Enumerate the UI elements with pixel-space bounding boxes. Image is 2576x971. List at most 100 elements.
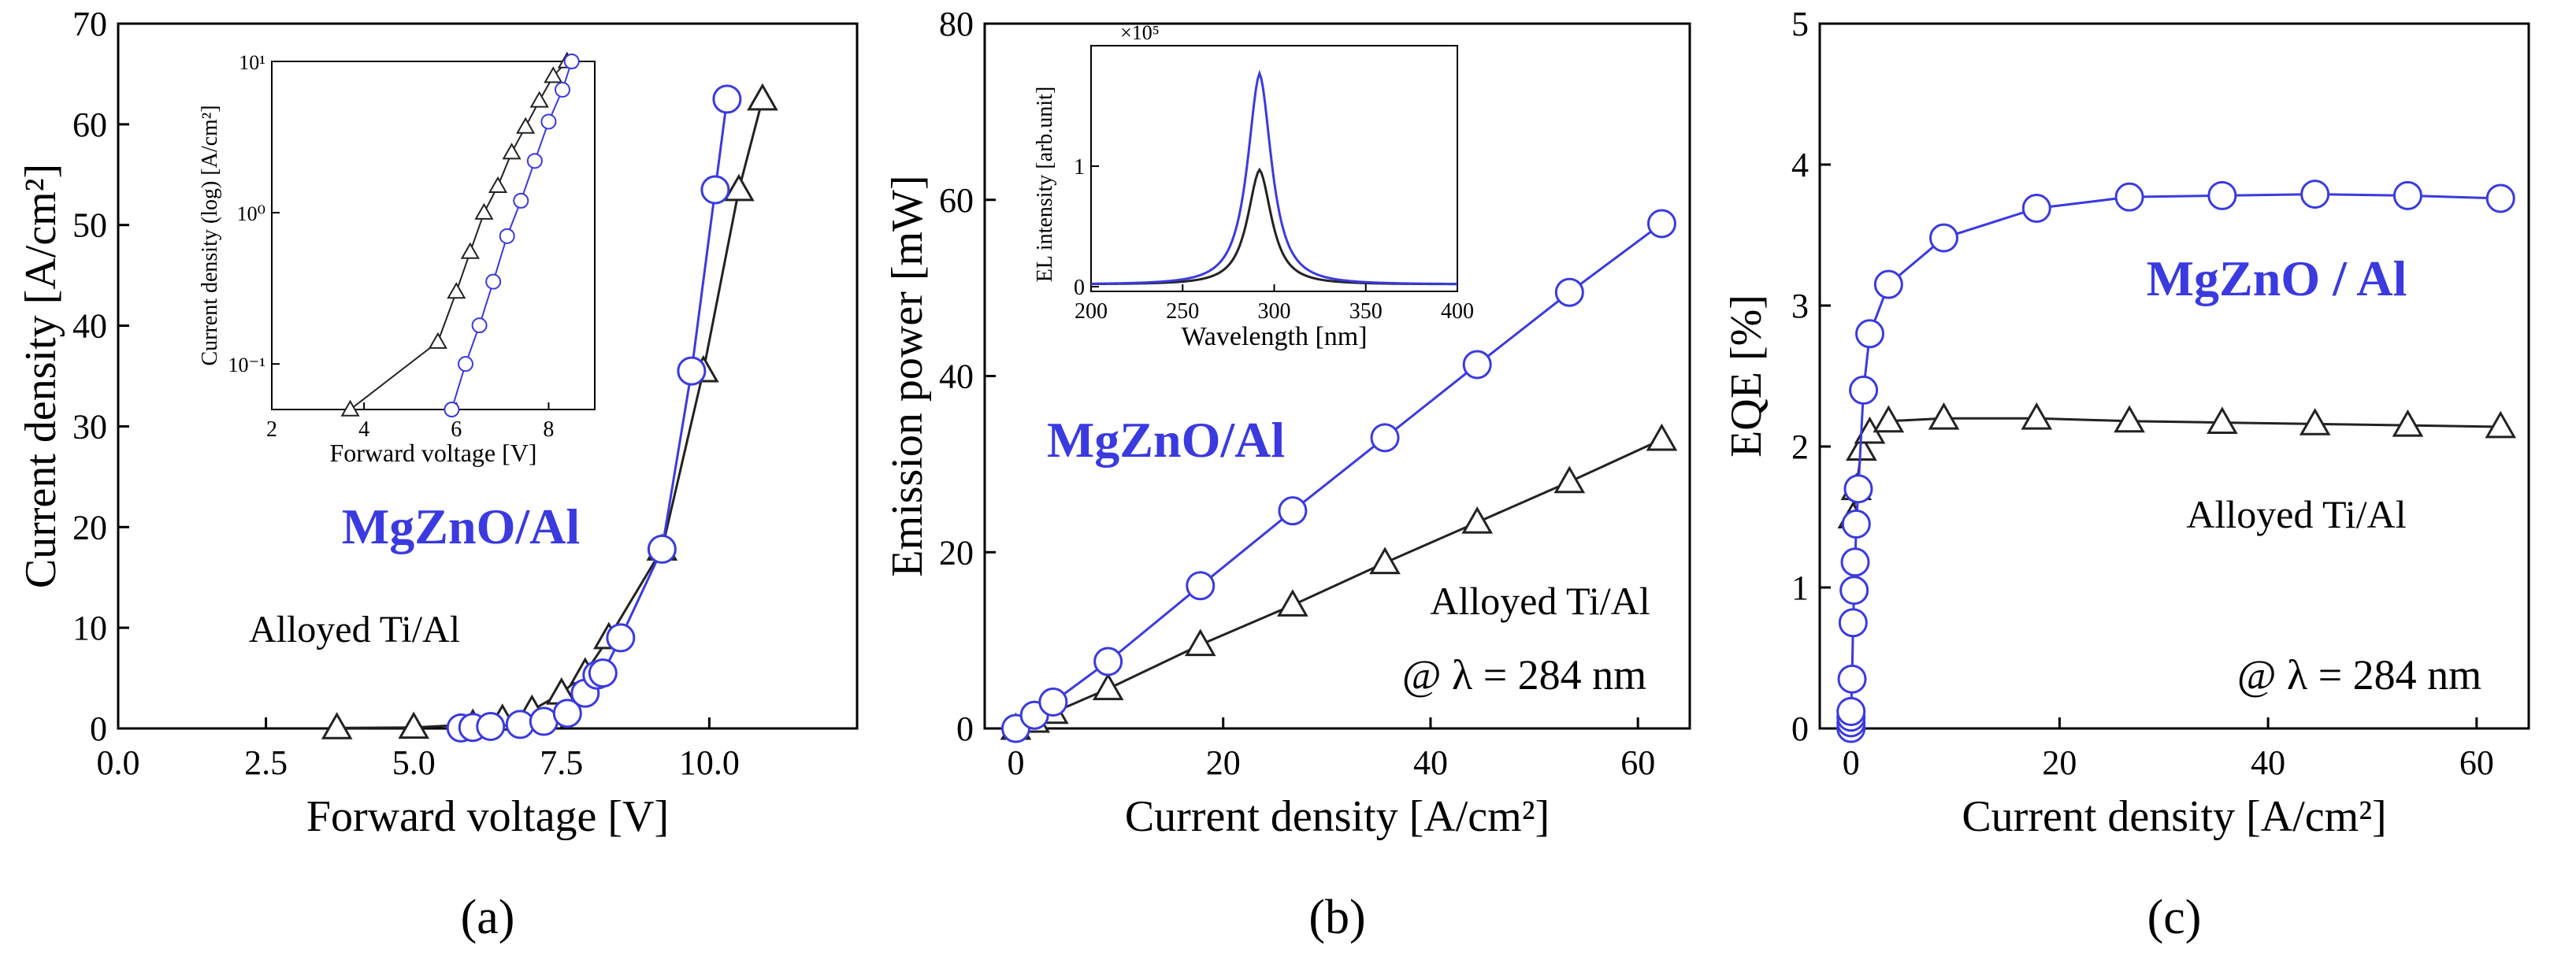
series-b-point-1-6 xyxy=(1369,547,1401,575)
series-b-point-0-9 xyxy=(1646,209,1676,239)
x-tick-label-b-2: 40 xyxy=(1413,743,1448,782)
series-c-point-0-17 xyxy=(2300,180,2330,209)
inset-a-series-point-1-9 xyxy=(544,66,563,83)
inset-a-series-point-0-2 xyxy=(471,317,488,334)
inset-a-y-tick-label-0: 10⁻¹ xyxy=(228,354,265,376)
series-b-point-0-6 xyxy=(1370,423,1400,453)
inset-a-series-point-1-7 xyxy=(516,117,536,134)
x-tick-label-c-1: 20 xyxy=(2042,743,2077,782)
series-a-point-0-11 xyxy=(677,356,707,386)
y-tick-label-a-4: 40 xyxy=(72,307,107,346)
inset-b-y-tick-label-1: 1 xyxy=(1074,155,1085,180)
series-a-point-0-5 xyxy=(552,699,582,728)
series-a-point-1-0 xyxy=(321,712,353,739)
series-b-point-0-7 xyxy=(1462,350,1492,380)
annotation-mgzno: MgZnO/Al xyxy=(342,498,580,554)
inset-b-spectrum-0 xyxy=(1090,69,1458,286)
series-a-point-1-11 xyxy=(747,83,778,111)
y-axis-label-b: Emission power [mW] xyxy=(883,175,932,576)
annotation-mgzno: MgZnO / Al xyxy=(2147,250,2407,306)
y-tick-label-c-1: 1 xyxy=(1791,569,1809,607)
x-tick-label-b-3: 60 xyxy=(1620,743,1655,782)
series-a-point-0-9 xyxy=(606,623,636,653)
inset-a-x-tick-label-3: 8 xyxy=(543,417,554,442)
inset-a-series-point-1-1 xyxy=(428,332,447,349)
inset-a-x-label: Forward voltage [V] xyxy=(329,439,536,467)
inset-a-series-point-0-3 xyxy=(485,273,502,290)
inset-b-y-label: EL intensity [arb.unit] xyxy=(1033,87,1057,283)
x-tick-label-a-3: 7.5 xyxy=(540,743,583,782)
inset-b-y-tick-label-0: 0 xyxy=(1074,276,1085,300)
panel-a: 0.0 2.5 5.0 7.5 10.0 0 10 20 30 40 50 60 70 Forward v… xyxy=(17,5,859,944)
series-c-point-0-3 xyxy=(1836,697,1866,727)
inset-frame-a xyxy=(271,61,596,410)
series-c-point-0-11 xyxy=(1855,319,1885,349)
inset-a-y-tick-label-2: 10¹ xyxy=(239,51,265,74)
series-c-point-1-5 xyxy=(1928,402,1960,430)
series-a-point-0-12 xyxy=(700,175,730,205)
inset-a-series-point-1-3 xyxy=(460,242,480,259)
x-axis-label-c: Current density [A/cm²] xyxy=(1962,792,2386,841)
series-b-point-1-8 xyxy=(1553,465,1586,494)
inset-a-series-point-0-4 xyxy=(499,228,515,244)
annotation-alloyed: Alloyed Ti/Al xyxy=(1430,579,1650,623)
y-tick-label-c-5: 5 xyxy=(1791,5,1809,43)
series-c-point-0-13 xyxy=(1929,223,1958,253)
inset-a-series-point-1-5 xyxy=(488,176,508,194)
panel-c: 0 20 40 60 0 1 2 3 4 5 Current density [A/cm²] EQE … xyxy=(1722,5,2530,944)
y-tick-label-b-0: 0 xyxy=(956,710,974,748)
y-tick-label-b-3: 60 xyxy=(939,181,974,220)
y-tick-label-c-2: 2 xyxy=(1791,428,1809,466)
x-tick-label-a-0: 0.0 xyxy=(97,743,140,782)
y-tick-label-a-1: 10 xyxy=(72,609,107,647)
y-axis-label-c: EQE [%] xyxy=(1722,295,1771,458)
y-tick-label-b-4: 80 xyxy=(939,5,974,43)
x-tick-label-b-0: 0 xyxy=(1007,743,1024,782)
series-b-point-0-3 xyxy=(1093,647,1123,676)
series-c-point-0-9 xyxy=(1843,474,1873,504)
series-c-point-0-19 xyxy=(2485,183,2515,213)
inset-a-series-point-1-8 xyxy=(529,91,549,108)
inset-a-series-point-0-7 xyxy=(540,113,557,130)
series-c-point-0-7 xyxy=(1840,547,1870,577)
y-tick-label-b-1: 20 xyxy=(939,533,974,572)
series-b-point-1-9 xyxy=(1646,423,1678,451)
x-tick-label-b-1: 20 xyxy=(1206,743,1241,782)
series-b-point-0-2 xyxy=(1038,687,1068,717)
inset-a-series-point-0-0 xyxy=(444,402,460,417)
x-tick-label-a-2: 5.0 xyxy=(392,743,436,782)
inset-a-x-tick-label-2: 6 xyxy=(451,417,462,442)
x-tick-label-a-4: 10.0 xyxy=(679,743,740,782)
plot-frame-c xyxy=(1818,22,2530,730)
inset-a-y-tick-label-1: 10⁰ xyxy=(237,202,265,225)
series-b-point-1-3 xyxy=(1092,673,1124,701)
series-c-point-0-12 xyxy=(1873,269,1903,299)
inset-b-x-tick-label-4: 400 xyxy=(1441,299,1474,324)
inset-a-series-point-0-9 xyxy=(563,54,580,69)
series-a-point-0-3 xyxy=(505,710,535,739)
inset-b-x-tick-label-3: 350 xyxy=(1349,299,1383,324)
y-tick-label-b-2: 40 xyxy=(939,358,974,396)
inset-a-series-point-1-2 xyxy=(447,282,466,299)
series-a-point-0-13 xyxy=(712,84,742,114)
inset-b-x-tick-label-2: 300 xyxy=(1258,299,1291,324)
y-tick-label-c-4: 4 xyxy=(1791,146,1809,184)
series-c-point-0-4 xyxy=(1837,664,1867,694)
series-b-point-1-4 xyxy=(1184,628,1216,657)
y-tick-label-a-7: 70 xyxy=(72,5,107,43)
series-c-point-0-10 xyxy=(1849,375,1879,405)
inset-a-series-point-0-5 xyxy=(513,192,529,209)
series-a-point-1-1 xyxy=(398,711,430,739)
annotation-alloyed: Alloyed Ti/Al xyxy=(2186,492,2406,536)
y-tick-label-c-3: 3 xyxy=(1791,287,1809,325)
inset-a-series-line-0 xyxy=(451,61,573,410)
series-b-point-0-4 xyxy=(1186,571,1216,601)
series-c-point-1-11 xyxy=(2485,410,2517,439)
series-b-point-0-5 xyxy=(1278,496,1308,526)
inset-a-series-line-1 xyxy=(349,61,568,410)
annotation-wavelength: @ λ = 284 nm xyxy=(2237,651,2481,699)
series-c-point-1-7 xyxy=(2114,405,2145,433)
y-tick-label-a-3: 30 xyxy=(72,407,107,446)
inset-a-series-point-1-6 xyxy=(502,143,522,160)
